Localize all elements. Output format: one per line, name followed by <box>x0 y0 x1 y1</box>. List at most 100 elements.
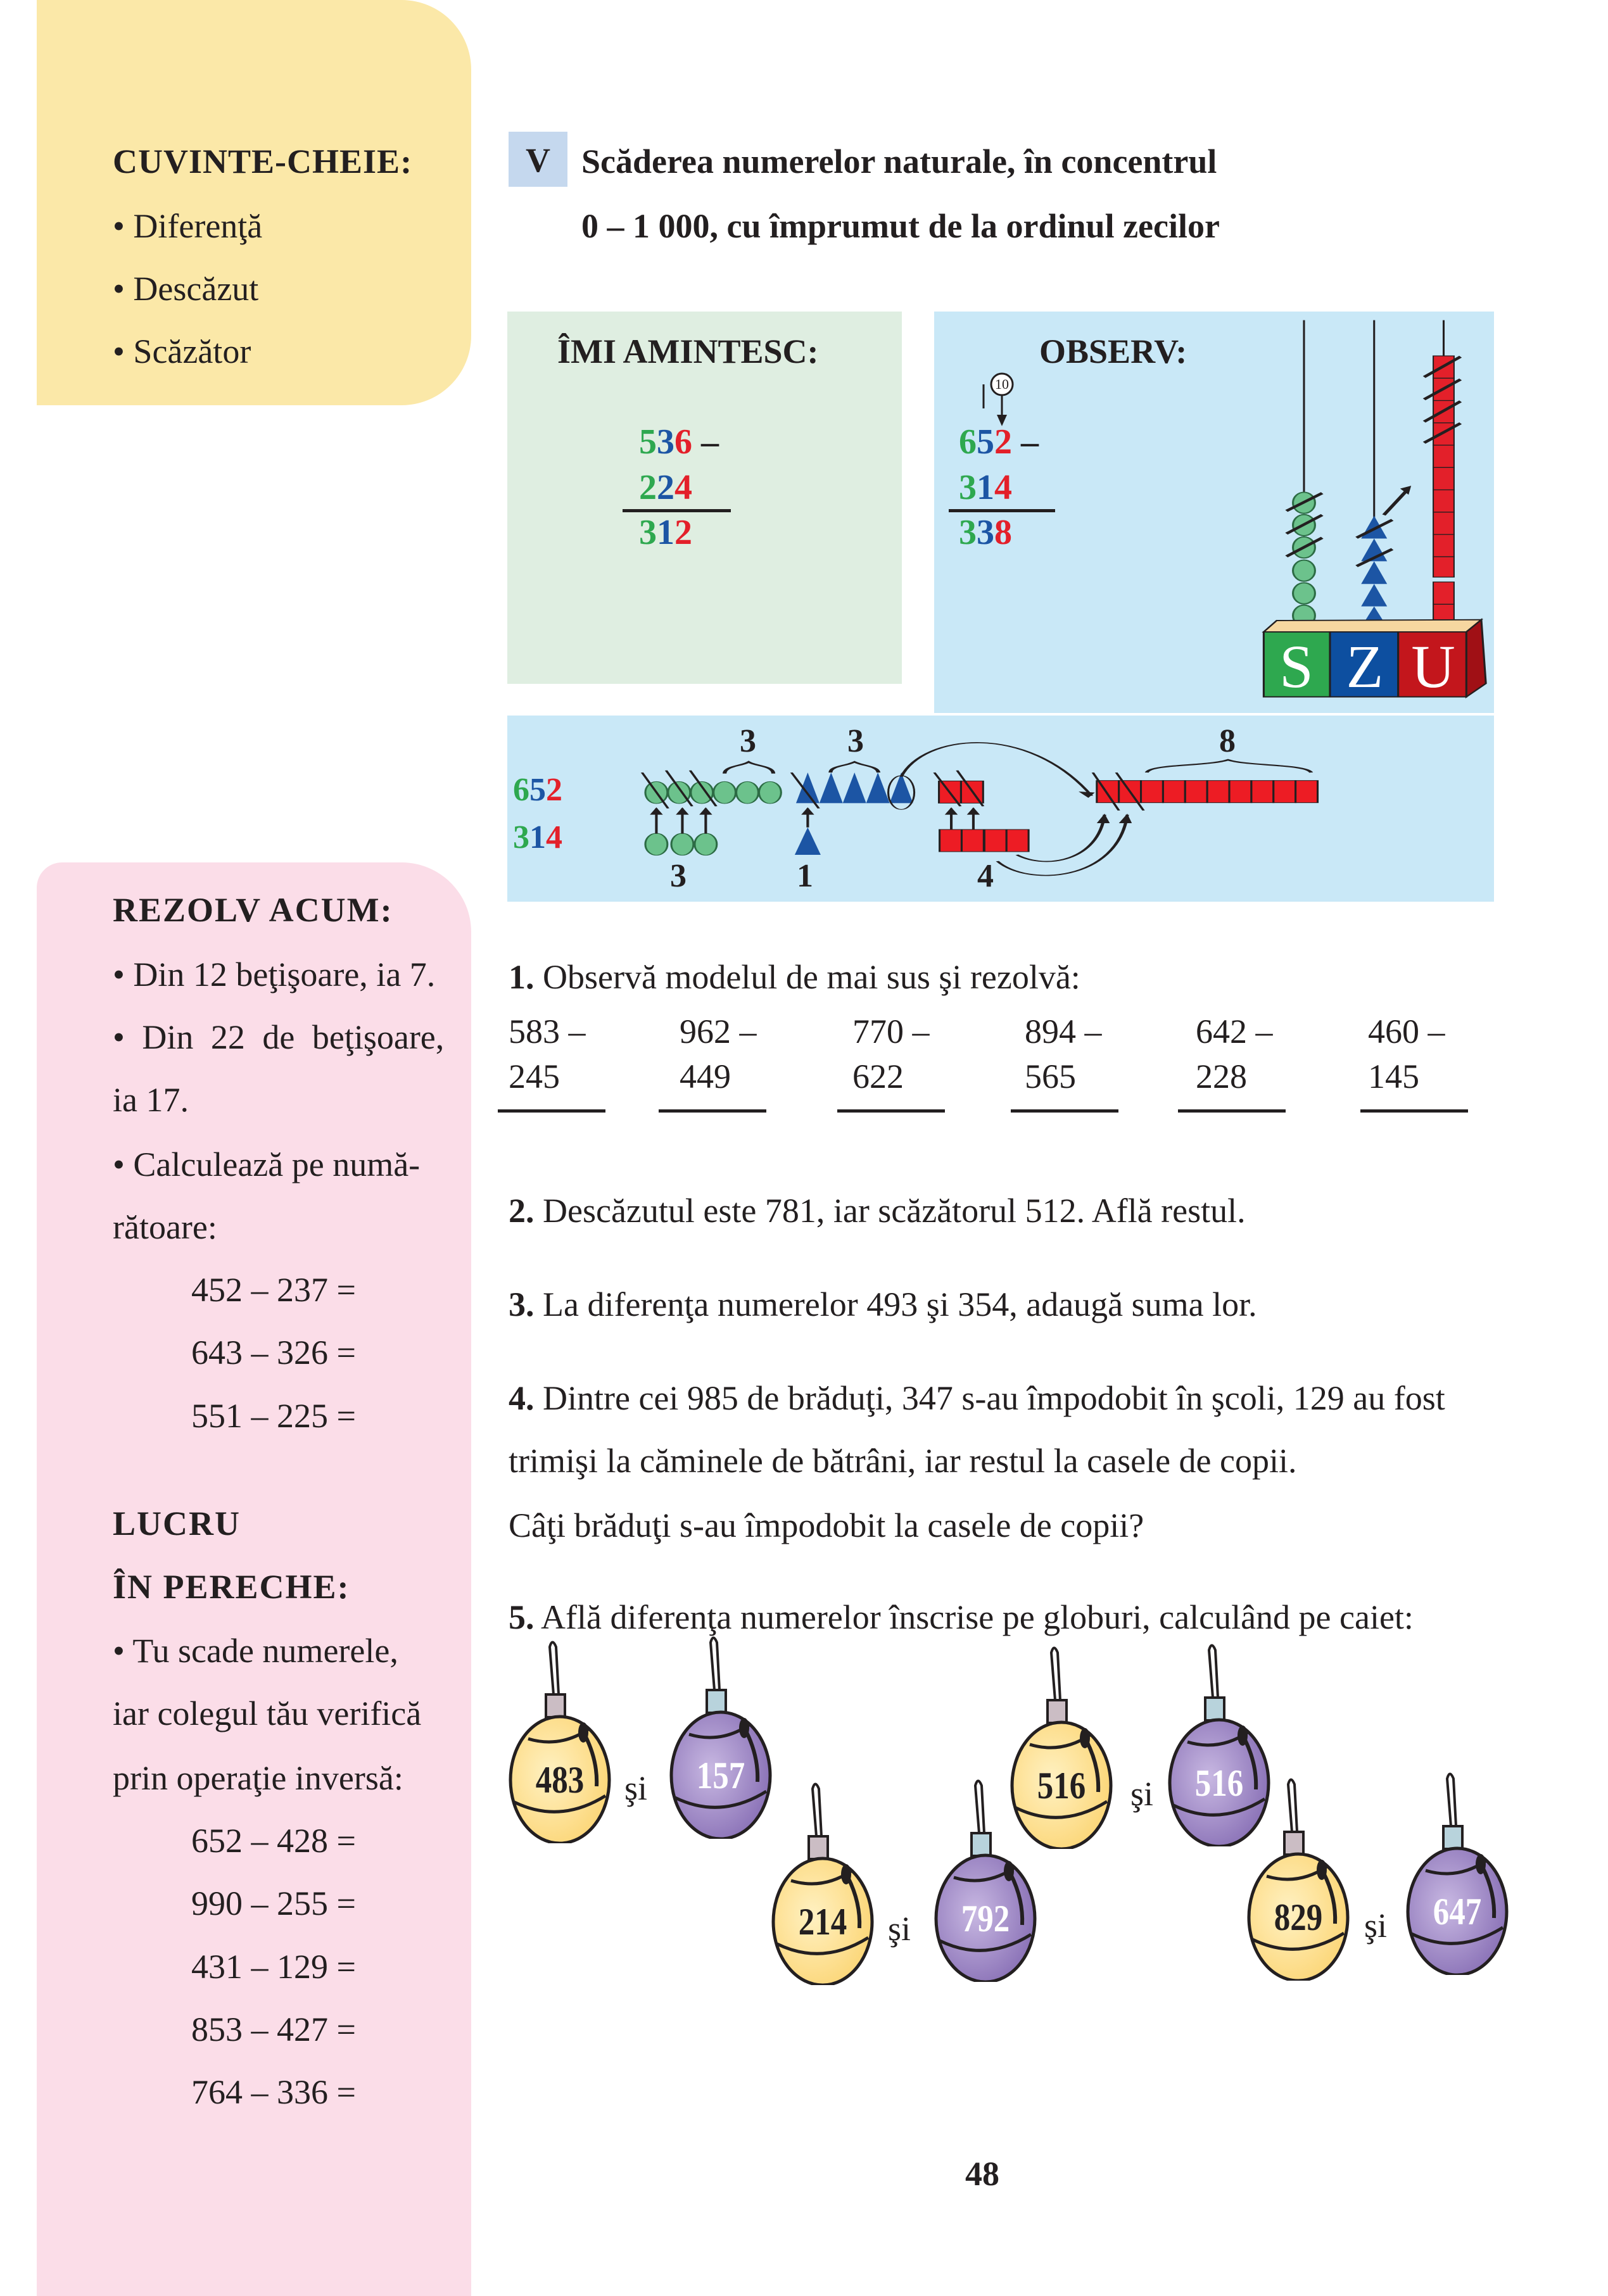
minus-sign: – <box>701 422 719 462</box>
ornament-value: 516 <box>1194 1762 1244 1804</box>
ornament-value: 157 <box>696 1755 745 1796</box>
pereche-equation: 764 – 336 = <box>191 2073 356 2111</box>
rezolv-line: • Din 22 de beţişoare, <box>113 1018 445 1056</box>
keyword-label: Diferenţă <box>133 207 263 245</box>
hundreds-digit: 3 <box>959 468 977 507</box>
rezolv-line: rătoare: <box>113 1208 217 1246</box>
tens-digit: 3 <box>977 513 994 552</box>
units-digit: 2 <box>546 772 562 808</box>
units-block <box>1397 631 1467 698</box>
pereche-equation: 990 – 255 = <box>191 1884 356 1922</box>
hundreds-digit: 3 <box>513 819 529 855</box>
exercise-4-line: Câţi brăduţi s-au împodobit la casele de… <box>509 1506 1144 1544</box>
problem-subtrahend: 449 <box>680 1057 731 1095</box>
keyword-item: • Diferenţă <box>113 207 263 245</box>
ornament-purple: 516 <box>1156 1637 1282 1846</box>
tens-digit: 5 <box>977 422 994 462</box>
observe-heading: OBSERV: <box>1039 332 1187 370</box>
lesson-title-line: Scăderea numerelor naturale, în concentr… <box>581 142 1217 180</box>
ornament-yellow: 483 <box>497 1634 623 1843</box>
model-top-count: 8 <box>1219 723 1236 759</box>
lesson-number: V <box>526 141 550 179</box>
pereche-line: prin operaţie inversă: <box>113 1759 403 1797</box>
ornament-icon <box>934 1779 1037 1982</box>
tens-digit: 5 <box>529 772 546 808</box>
rezolv-heading: REZOLV ACUM: <box>113 891 393 929</box>
units-digit: 6 <box>674 422 692 462</box>
tens-digit: 3 <box>657 422 674 462</box>
result-line <box>949 509 1055 512</box>
lesson-title-line: 0 – 1 000, cu împrumut de la ordinul zec… <box>581 207 1220 245</box>
units-digit: 8 <box>994 513 1012 552</box>
answer-line <box>1011 1109 1118 1113</box>
problem-subtrahend: 245 <box>509 1057 560 1095</box>
abacus-label-units: U <box>1411 633 1455 700</box>
problem-minuend: 894 – <box>1025 1012 1102 1050</box>
pereche-heading: ÎN PERECHE: <box>113 1568 350 1606</box>
ornament-yellow: 516 <box>998 1640 1125 1849</box>
answer-line <box>498 1109 605 1113</box>
keywords-panel <box>37 0 471 405</box>
minus-sign: – <box>1021 422 1039 462</box>
remember-minuend: 536 – <box>639 424 719 460</box>
exercise-text: Află diferenţa numerelor înscrise pe glo… <box>541 1598 1414 1636</box>
rezolv-equation: 551 – 225 = <box>191 1397 356 1435</box>
answer-line <box>1178 1109 1286 1113</box>
remember-result: 312 <box>639 515 692 550</box>
ornament-purple: 157 <box>657 1630 784 1839</box>
exercise-2: 2. Descăzutul este 781, iar scăzătorul 5… <box>509 1194 1246 1228</box>
exercise-5: 5. Află diferenţa numerelor înscrise pe … <box>509 1600 1414 1634</box>
exercise-number: 3. <box>509 1285 535 1323</box>
model-top-count: 3 <box>847 723 864 759</box>
keyword-label: Scăzător <box>133 332 251 370</box>
hundreds-block <box>1262 631 1331 698</box>
tens-digit: 1 <box>977 468 994 507</box>
observe-minuend: 652 – <box>959 424 1039 460</box>
hundreds-digit: 5 <box>639 422 657 462</box>
rezolv-line: ia 17. <box>113 1081 189 1119</box>
page-number: 48 <box>965 2155 999 2193</box>
tens-digit: 2 <box>657 468 674 507</box>
problem-minuend: 583 – <box>509 1012 586 1050</box>
problem-minuend: 770 – <box>852 1012 930 1050</box>
and-label: şi <box>624 1769 648 1807</box>
tens-block <box>1329 631 1400 698</box>
exercise-text: Observă modelul de mai sus şi rezolvă: <box>543 958 1080 996</box>
remember-subtrahend: 224 <box>639 470 692 505</box>
units-digit: 4 <box>546 819 562 855</box>
hundreds-digit: 3 <box>639 513 657 552</box>
ornament-icon <box>771 1782 874 1985</box>
pereche-line: • Tu scade numerele, <box>113 1632 398 1670</box>
model-bottom-count: 4 <box>977 858 994 894</box>
remember-panel <box>507 312 902 684</box>
problem-subtrahend: 228 <box>1196 1057 1247 1095</box>
units-digit: 4 <box>994 468 1012 507</box>
problem-minuend: 642 – <box>1196 1012 1273 1050</box>
keyword-item: • Scăzător <box>113 332 251 370</box>
model-bottom-count: 1 <box>797 858 813 894</box>
hundreds-beads <box>1292 491 1316 627</box>
exercise-text: Dintre cei 985 de brăduţi, 347 s-au împo… <box>543 1379 1445 1417</box>
exercise-3: 3. La diferenţa numerelor 493 şi 354, ad… <box>509 1287 1257 1321</box>
ornament-icon <box>1247 1778 1350 1981</box>
result-line <box>623 509 731 512</box>
borrow-badge: 10 <box>995 376 1009 392</box>
lesson-number-badge <box>509 132 567 187</box>
problem-subtrahend: 622 <box>852 1057 904 1095</box>
model-subtrahend: 314 <box>513 821 562 854</box>
exercise-text: Descăzutul este 781, iar scăzătorul 512.… <box>543 1192 1246 1230</box>
tens-digit: 1 <box>657 513 674 552</box>
ornament-value: 214 <box>798 1901 847 1943</box>
ornament-icon <box>1406 1772 1509 1975</box>
observe-result: 338 <box>959 515 1012 550</box>
units-beads <box>1433 355 1455 628</box>
keywords-heading: CUVINTE-CHEIE: <box>113 142 413 180</box>
hundreds-digit: 3 <box>959 513 977 552</box>
abacus-label-hundreds: S <box>1279 633 1314 700</box>
problem-minuend: 962 – <box>680 1012 757 1050</box>
exercise-1: 1. Observă modelul de mai sus şi rezolvă… <box>509 960 1080 994</box>
exercise-number: 5. <box>509 1598 535 1636</box>
ornament-purple: 647 <box>1394 1766 1521 1975</box>
ornament-value: 647 <box>1433 1891 1482 1933</box>
hundreds-digit: 6 <box>959 422 977 462</box>
